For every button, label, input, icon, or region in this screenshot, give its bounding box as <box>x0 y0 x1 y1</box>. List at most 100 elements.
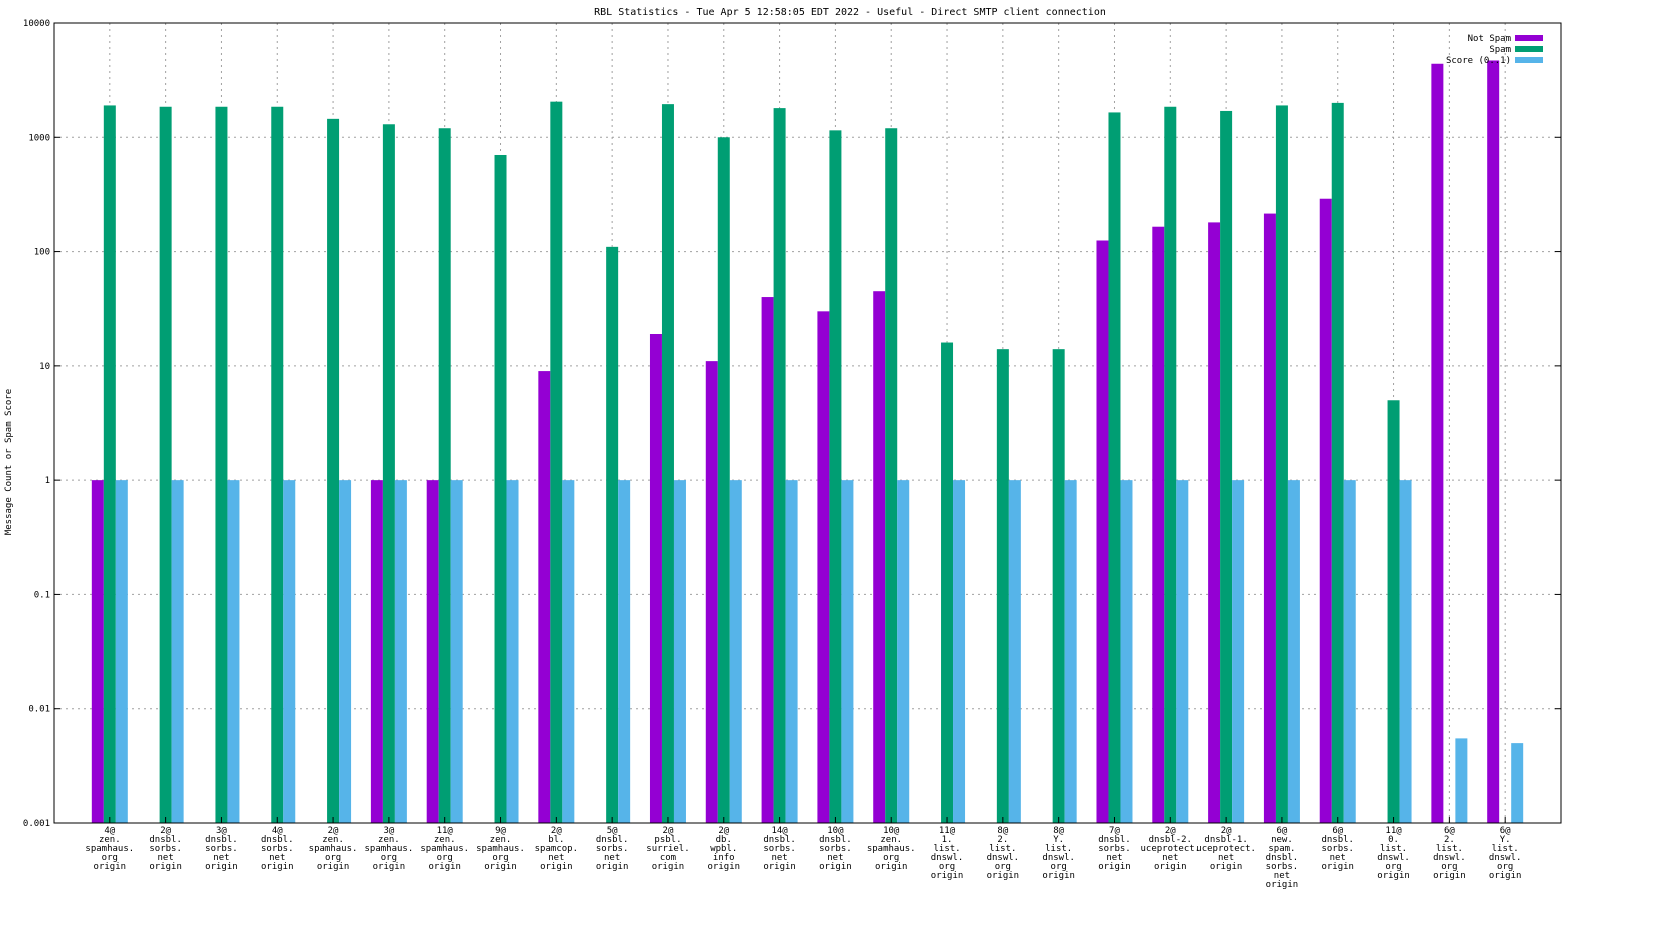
bar-not-spam <box>370 480 383 823</box>
bar-spam <box>829 130 842 823</box>
x-tick-label: 5@ dnsbl. sorbs. net origin <box>596 826 629 872</box>
bar-not-spam <box>705 361 718 823</box>
bar-score-0-1 <box>450 480 463 823</box>
y-tick-label: 10000 <box>23 19 50 29</box>
bar-spam <box>1164 106 1177 823</box>
bar-spam <box>327 118 340 824</box>
x-tick-label: 2@ dnsbl. sorbs. net origin <box>149 826 182 872</box>
y-tick-label: 100 <box>34 248 50 258</box>
x-tick-label: 3@ dnsbl. sorbs. net origin <box>205 826 238 872</box>
x-tick-label: 10@ dnsbl. sorbs. net origin <box>819 826 852 872</box>
bar-spam <box>550 101 563 824</box>
x-tick-label: 4@ zen. spamhaus. org origin <box>85 826 134 872</box>
bar-not-spam <box>91 480 104 823</box>
x-tick-label: 11@ 0. list. dnswl. org origin <box>1377 826 1410 881</box>
bar-spam <box>1108 112 1121 823</box>
bar-not-spam <box>1431 63 1444 823</box>
x-tick-label: 3@ zen. spamhaus. org origin <box>364 826 413 872</box>
bar-not-spam <box>1096 240 1109 824</box>
bar-not-spam <box>1152 226 1165 823</box>
y-tick-label: 1 <box>45 476 50 486</box>
x-tick-label: 2@ db. wpbl. info origin <box>708 826 741 872</box>
bar-score-0-1 <box>1343 480 1356 823</box>
bar-spam <box>103 105 116 823</box>
legend-label: Spam <box>1489 45 1511 55</box>
bar-spam <box>773 108 786 824</box>
x-tick-label: 6@ 2. list. dnswl. org origin <box>1433 826 1466 881</box>
x-tick-label: 11@ 1. list. dnswl. org origin <box>931 826 964 881</box>
bar-score-0-1 <box>618 480 631 823</box>
x-tick-label: 10@ zen. spamhaus. org origin <box>867 826 916 872</box>
bar-score-0-1 <box>1399 480 1412 823</box>
bar-score-0-1 <box>562 480 575 823</box>
bar-score-0-1 <box>283 480 296 823</box>
bar-score-0-1 <box>1176 480 1189 823</box>
x-tick-label: 14@ dnsbl. sorbs. net origin <box>763 826 796 872</box>
bar-not-spam <box>761 297 774 823</box>
bar-score-0-1 <box>953 480 966 823</box>
bar-score-0-1 <box>1232 480 1245 823</box>
x-tick-label: 2@ psbl. surriel. com origin <box>646 826 689 872</box>
x-tick-label: 11@ zen. spamhaus. org origin <box>420 826 469 872</box>
bar-score-0-1 <box>227 480 240 823</box>
x-tick-label: 7@ dnsbl. sorbs. net origin <box>1098 826 1131 872</box>
bar-spam <box>1387 400 1400 823</box>
bar-spam <box>996 349 1009 823</box>
bar-spam <box>159 106 172 823</box>
x-tick-label: 6@ new. spam. dnsbl. sorbs. net origin <box>1266 826 1299 890</box>
bar-spam <box>885 128 898 823</box>
bar-score-0-1 <box>1511 743 1524 823</box>
legend-label: Score (0..1) <box>1446 56 1511 66</box>
bar-spam <box>271 106 284 823</box>
bar-not-spam <box>426 480 439 823</box>
x-tick-label: 8@ Y. list. dnswl. org origin <box>1042 826 1075 881</box>
bar-score-0-1 <box>394 480 407 823</box>
y-tick-label: 0.001 <box>23 819 50 829</box>
y-axis-label: Message Count or Spam Score <box>4 389 14 535</box>
bar-not-spam <box>1263 213 1276 823</box>
x-tick-label: 8@ 2. list. dnswl. org origin <box>987 826 1020 881</box>
bar-spam <box>494 154 507 824</box>
bar-not-spam <box>1319 198 1332 823</box>
bar-score-0-1 <box>841 480 854 823</box>
y-tick-label: 0.1 <box>34 590 50 600</box>
bar-spam <box>1275 105 1288 823</box>
x-tick-label: 2@ bl. spamcop. net origin <box>535 826 578 872</box>
bar-not-spam <box>1208 222 1221 823</box>
x-tick-label: 9@ zen. spamhaus. org origin <box>476 826 525 872</box>
x-tick-label: 2@ dnsbl-2. uceprotect. net origin <box>1140 826 1200 872</box>
bar-score-0-1 <box>673 480 686 823</box>
bar-not-spam <box>817 311 830 823</box>
bar-score-0-1 <box>115 480 128 823</box>
y-axis-ticks: 0.001 0.01 0.1 1 10 100 1000 10000 <box>23 19 1561 829</box>
y-tick-label: 1000 <box>28 133 50 143</box>
bar-score-0-1 <box>785 480 798 823</box>
legend-swatch <box>1515 35 1543 41</box>
legend-swatch <box>1515 46 1543 52</box>
bar-spam <box>1331 102 1344 824</box>
x-tick-label: 4@ dnsbl. sorbs. net origin <box>261 826 294 872</box>
bar-spam <box>941 342 954 823</box>
bar-score-0-1 <box>506 480 519 823</box>
bars <box>91 60 1524 824</box>
bar-spam <box>1220 110 1233 824</box>
y-tick-label: 0.01 <box>28 705 50 715</box>
bar-not-spam <box>1487 60 1500 823</box>
bar-spam <box>661 104 674 823</box>
plot-border <box>53 22 1562 824</box>
bar-score-0-1 <box>1064 480 1077 823</box>
chart-title: RBL Statistics - Tue Apr 5 12:58:05 EDT … <box>594 7 1106 18</box>
bar-score-0-1 <box>1120 480 1133 823</box>
legend-swatch <box>1515 57 1543 63</box>
bar-score-0-1 <box>729 480 742 823</box>
legend-label: Not Spam <box>1468 34 1511 44</box>
bar-score-0-1 <box>1455 738 1468 823</box>
bar-spam <box>1052 349 1065 823</box>
x-tick-label: 6@ dnsbl. sorbs. net origin <box>1321 826 1354 872</box>
bar-score-0-1 <box>171 480 184 823</box>
y-tick-label: 10 <box>39 362 50 372</box>
bar-not-spam <box>873 291 886 823</box>
x-tick-label: 2@ zen. spamhaus. org origin <box>309 826 358 872</box>
